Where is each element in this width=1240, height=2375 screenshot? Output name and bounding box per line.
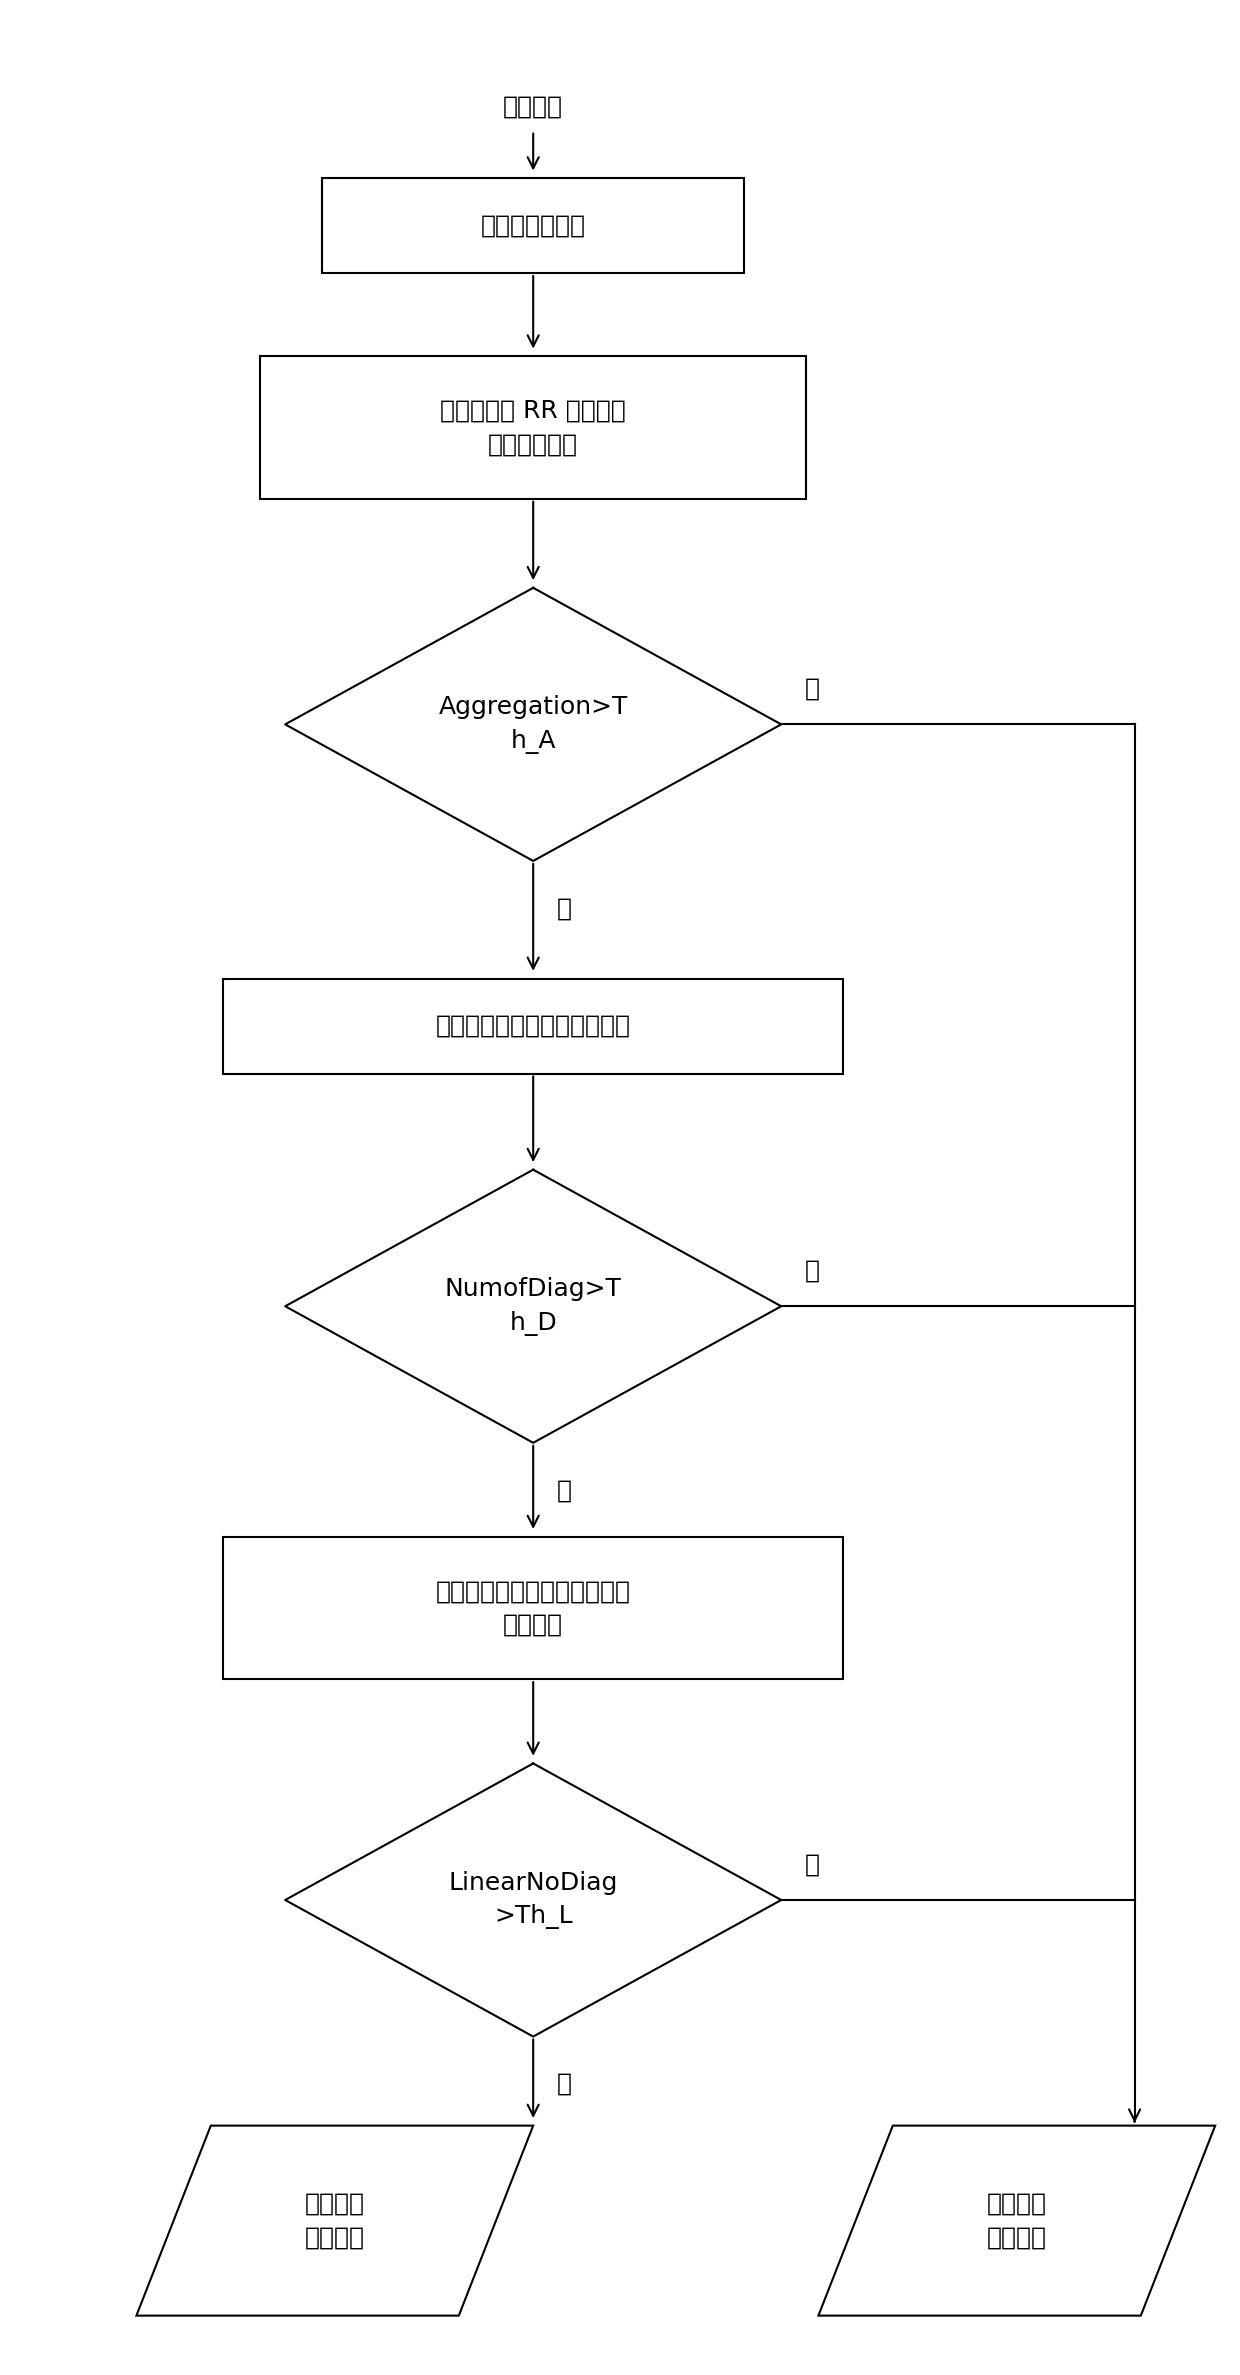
Text: 否: 否 [557,2071,572,2097]
Bar [223,1537,843,1679]
Text: 是: 是 [805,677,820,701]
Text: 输出是房
颤的判决: 输出是房 颤的判决 [305,2192,365,2249]
Text: 输出非房
颤的判决: 输出非房 颤的判决 [987,2192,1047,2249]
Polygon shape [285,1168,781,1442]
Text: NumofDiag>T
h_D: NumofDiag>T h_D [445,1278,621,1335]
Text: 心电信号: 心电信号 [503,95,563,119]
Text: 计算主对角线区域占优性度量: 计算主对角线区域占优性度量 [435,1014,631,1038]
Text: 计算室上性 RR 间期序列
的聚集性度量: 计算室上性 RR 间期序列 的聚集性度量 [440,399,626,456]
Polygon shape [285,589,781,860]
Text: 波形特征点定位: 波形特征点定位 [481,214,585,238]
Bar [260,356,806,499]
Text: 是: 是 [805,1259,820,1282]
Text: Aggregation>T
h_A: Aggregation>T h_A [439,696,627,753]
Text: 否: 否 [557,895,572,922]
Polygon shape [818,2126,1215,2316]
Bar [322,178,744,273]
Text: 是: 是 [805,1852,820,1876]
Polygon shape [136,2126,533,2316]
Polygon shape [285,1762,781,2035]
Text: 计算非主对角线区域的线性相
关性度量: 计算非主对角线区域的线性相 关性度量 [435,1579,631,1636]
Text: LinearNoDiag
>Th_L: LinearNoDiag >Th_L [449,1872,618,1928]
Bar [223,978,843,1074]
Text: 否: 否 [557,1477,572,1503]
